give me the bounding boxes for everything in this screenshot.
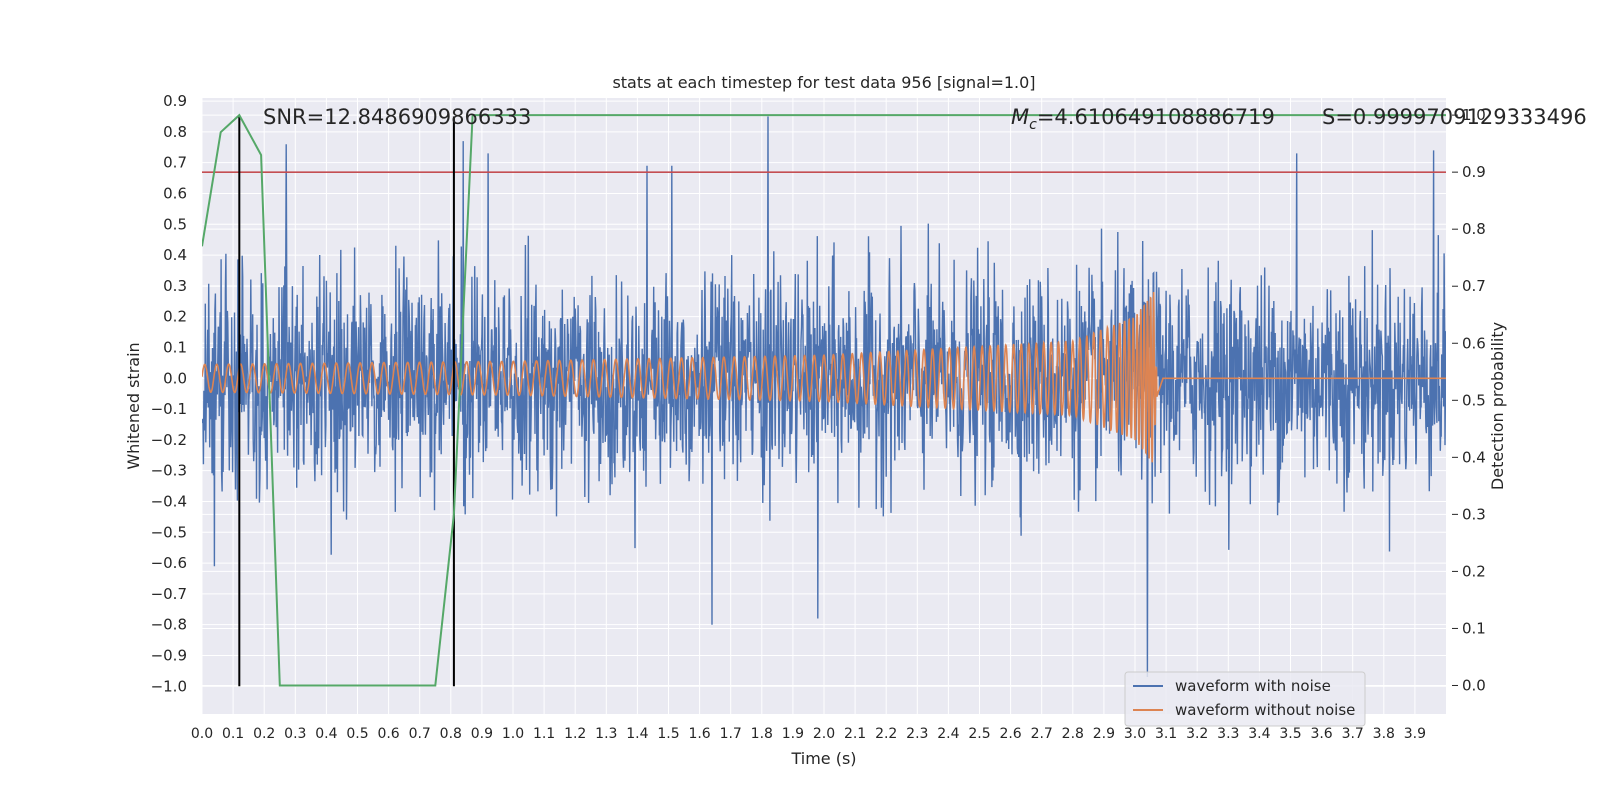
snr-annotation: SNR=12.8486909866333 — [263, 105, 531, 129]
y2-tick-label: 0.6 — [1462, 334, 1486, 352]
series-layer — [202, 113, 1446, 687]
y-tick-label: 0.6 — [163, 184, 187, 202]
x-tick-label: 3.9 — [1404, 726, 1426, 742]
x-tick-label: 0.3 — [284, 726, 306, 742]
x-tick-label: 3.3 — [1217, 726, 1239, 742]
x-tick-label: 2.0 — [813, 726, 835, 742]
x-tick-label: 1.6 — [688, 726, 710, 742]
x-tick-label: 1.9 — [782, 726, 804, 742]
x-tick-label: 3.2 — [1186, 726, 1208, 742]
x-tick-label: 2.2 — [875, 726, 897, 742]
y2-tick-label: 0.4 — [1462, 448, 1486, 466]
y-tick-label: 0.7 — [163, 154, 187, 172]
y2-tick-label: 0.9 — [1462, 163, 1486, 181]
y-tick-label: −1.0 — [151, 677, 187, 695]
x-tick-label: 3.6 — [1310, 726, 1332, 742]
x-tick-label: 1.5 — [657, 726, 679, 742]
x-tick-labels: 0.0 0.1 0.2 0.3 0.4 0.5 0.6 0.7 0.8 0.9 1.0 1.1 1.2 1… — [191, 726, 1426, 742]
x-tick-label: 3.8 — [1373, 726, 1395, 742]
y2-tick-label: 0.1 — [1462, 619, 1486, 637]
x-tick-label: 1.4 — [626, 726, 648, 742]
y2-tick-label: 0.2 — [1462, 562, 1486, 580]
y-tick-label: −0.6 — [151, 554, 187, 572]
y2-tick-label: 0.5 — [1462, 391, 1486, 409]
series-line-clean — [202, 291, 1446, 463]
grid-layer — [201, 98, 1446, 714]
chirp-mass-annotation: Mc=4.610649108886719 — [1011, 105, 1275, 133]
x-tick-label: 0.6 — [377, 726, 399, 742]
x-tick-label: 0.1 — [222, 726, 244, 742]
y-tick-label: 0.9 — [163, 92, 187, 110]
x-tick-label: 0.0 — [191, 726, 213, 742]
series-line-noisy — [202, 116, 1446, 678]
y-tick-label: −0.3 — [151, 462, 187, 480]
x-tick-label: 2.3 — [906, 726, 928, 742]
x-tick-label: 2.5 — [968, 726, 990, 742]
x-tick-label: 1.7 — [720, 726, 742, 742]
chart-title: stats at each timestep for test data 956… — [612, 73, 1035, 92]
y2-tick-labels: 1.0 0.9 0.8 0.7 0.6 0.5 0.4 0.3 0.2 0.1 0.0 — [1452, 106, 1486, 694]
y2-tick-label: 0.7 — [1462, 277, 1486, 295]
y-tick-label: −0.5 — [151, 523, 187, 541]
x-tick-label: 2.9 — [1093, 726, 1115, 742]
y-tick-label: −0.8 — [151, 616, 187, 634]
x-tick-label: 0.8 — [440, 726, 462, 742]
y-tick-label: 0.2 — [163, 308, 187, 326]
x-tick-label: 3.4 — [1248, 726, 1270, 742]
y-axis-label: Whitened strain — [124, 342, 143, 469]
y-tick-label: −0.1 — [151, 400, 187, 418]
x-tick-label: 2.7 — [1031, 726, 1053, 742]
x-tick-label: 1.0 — [502, 726, 524, 742]
y-tick-label: 0.0 — [163, 369, 187, 387]
x-tick-label: 0.2 — [253, 726, 275, 742]
x-tick-label: 1.8 — [751, 726, 773, 742]
y-tick-label: −0.2 — [151, 431, 187, 449]
x-tick-label: 2.6 — [999, 726, 1021, 742]
score-annotation: S=0.9999709129333496 — [1322, 105, 1587, 129]
x-tick-label: 3.5 — [1279, 726, 1301, 742]
y-tick-labels: 0.9 0.8 0.7 0.6 0.5 0.4 0.3 0.2 0.1 0.0 −0.1 −0.2 −0… — [151, 92, 187, 695]
legend-box — [1124, 671, 1366, 727]
x-tick-label: 3.0 — [1124, 726, 1146, 742]
x-tick-label: 0.5 — [346, 726, 368, 742]
x-tick-label: 3.7 — [1342, 726, 1364, 742]
legend: waveform with noise waveform without noi… — [1124, 671, 1366, 727]
y-tick-label: −0.7 — [151, 585, 187, 603]
y-tick-label: 0.8 — [163, 123, 187, 141]
y-tick-label: 0.1 — [163, 338, 187, 356]
y2-tick-label: 0.8 — [1462, 220, 1486, 238]
y2-tick-label: 1.0 — [1462, 106, 1486, 124]
x-axis-label: Time (s) — [790, 749, 856, 768]
y2-axis-label: Detection probability — [1488, 322, 1507, 490]
x-tick-label: 3.1 — [1155, 726, 1177, 742]
legend-label-noisy: waveform with noise — [1175, 677, 1331, 695]
y2-tick-label: 0.0 — [1462, 676, 1486, 694]
y-tick-label: −0.9 — [151, 646, 187, 664]
x-tick-label: 0.4 — [315, 726, 337, 742]
x-tick-label: 0.9 — [471, 726, 493, 742]
series-line-detection-probability — [202, 113, 1446, 687]
x-tick-label: 1.2 — [564, 726, 586, 742]
x-tick-label: 2.8 — [1062, 726, 1084, 742]
x-tick-label: 0.7 — [409, 726, 431, 742]
y-tick-label: 0.5 — [163, 215, 187, 233]
y-tick-label: 0.3 — [163, 277, 187, 295]
x-tick-label: 2.1 — [844, 726, 866, 742]
y-tick-label: −0.4 — [151, 492, 187, 510]
x-tick-label: 1.3 — [595, 726, 617, 742]
y2-tick-label: 0.3 — [1462, 505, 1486, 523]
x-tick-label: 1.1 — [533, 726, 555, 742]
legend-label-clean: waveform without noise — [1175, 701, 1355, 719]
x-tick-label: 2.4 — [937, 726, 959, 742]
y-tick-label: 0.4 — [163, 246, 187, 264]
